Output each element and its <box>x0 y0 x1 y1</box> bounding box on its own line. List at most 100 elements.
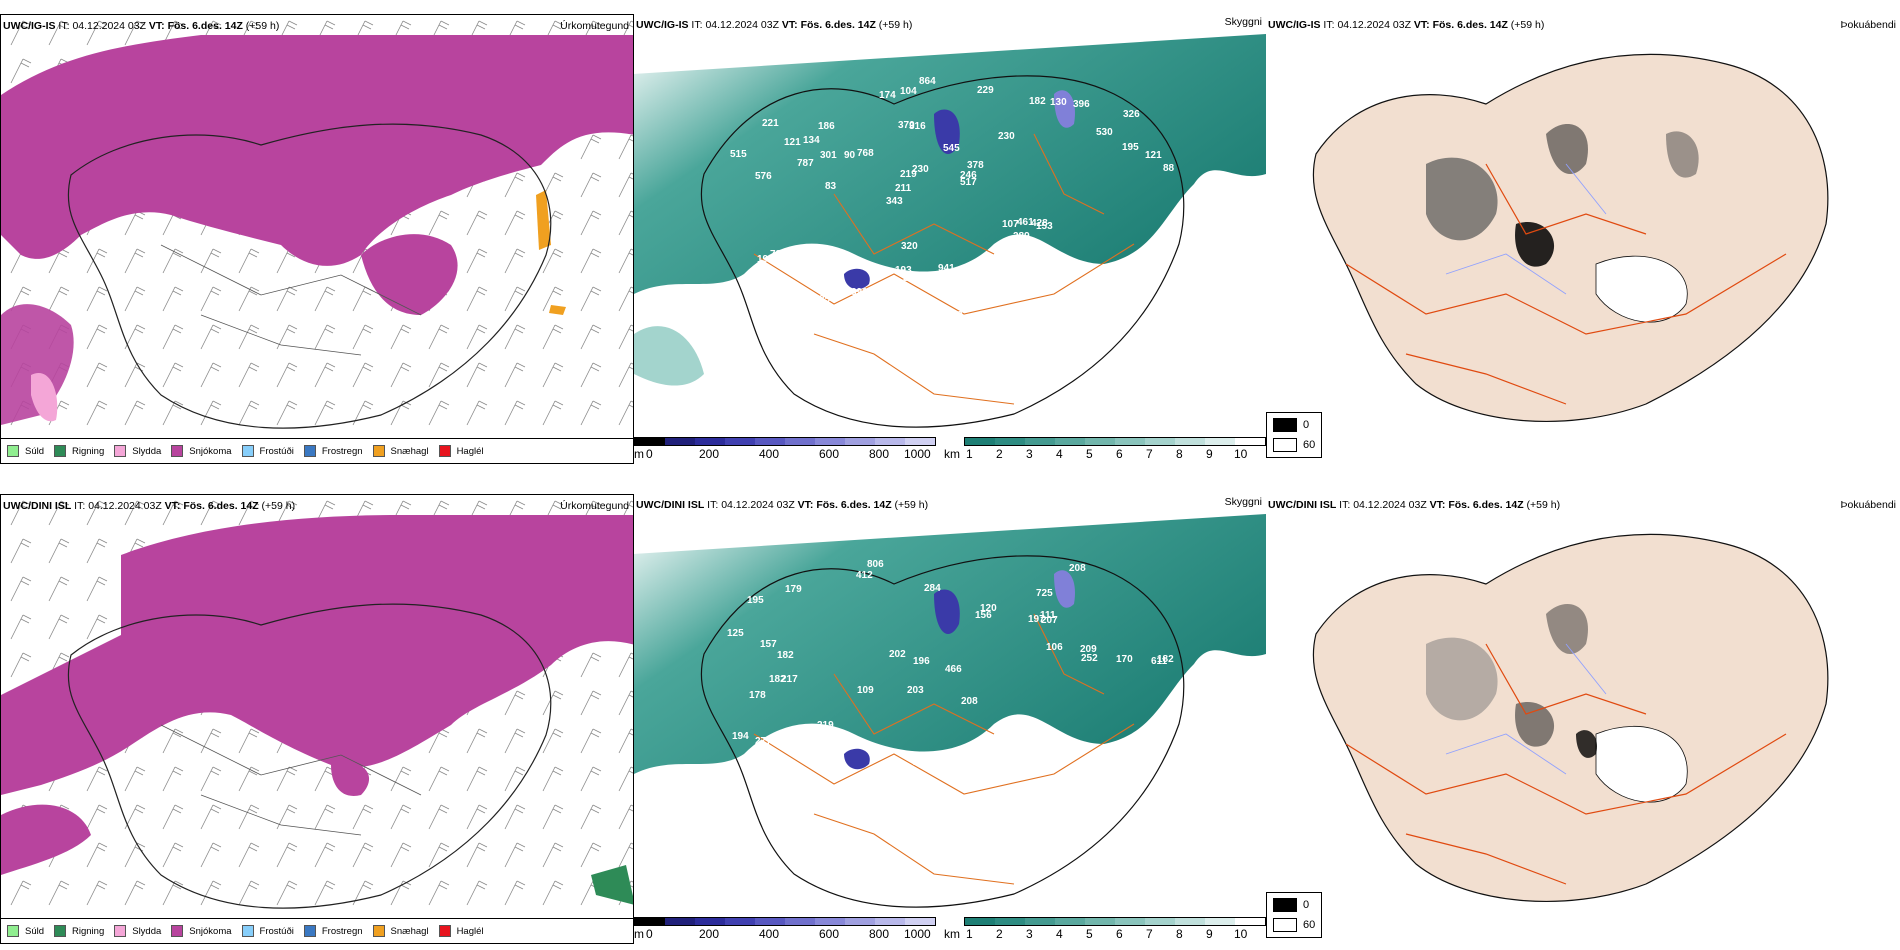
visibility-tick: 7 <box>1146 927 1153 941</box>
cloud-base-label: 230 <box>912 164 929 175</box>
cloud-base-label: 367 <box>929 783 946 794</box>
header-fog-row2: UWC/DINI ISL IT: 04.12.2024 03Z VT: Fös.… <box>1268 499 1561 511</box>
cloud-base-label: 326 <box>1123 109 1140 120</box>
cloud-base-label: 195 <box>747 595 764 606</box>
fog-map-row2 <box>1312 533 1829 903</box>
cloud-base-label: 217 <box>781 674 798 685</box>
cloud-base-label: 391 <box>851 287 868 298</box>
legend-item: Slydda <box>114 925 161 937</box>
visibility-colorbar-row1 <box>964 437 1266 446</box>
cloud-base-label: 154 <box>1004 241 1021 252</box>
cloud-base-label: 530 <box>1096 127 1113 138</box>
cloud-base-label: 660 <box>1092 755 1109 766</box>
cloud-title-row2: Skyggni <box>1224 496 1262 508</box>
legend-item: Slydda <box>114 445 161 457</box>
cloud-base-tick: 0 <box>646 927 653 941</box>
header-row1: UWC/IG-IS IT: 04.12.2024 03Z VT: Fös. 6.… <box>3 20 280 32</box>
cloud-base-label: 461 <box>1017 217 1034 228</box>
cloud-base-label: 212 <box>1009 787 1026 798</box>
visibility-tick: 8 <box>1176 447 1183 461</box>
cloud-base-tick: 400 <box>759 927 780 941</box>
cloud-base-label: 106 <box>1046 642 1063 653</box>
cloud-base-label: 182 <box>1157 654 1174 665</box>
cloud-base-tick: 1000 <box>904 927 931 941</box>
cloud-base-label: 515 <box>730 149 747 160</box>
legend-item: Frostúði <box>241 445 294 457</box>
cloud-visibility-panel-row2: 806 725 611 203 208 217 195 197 178 156 466 412 109 6… <box>634 494 1266 944</box>
cloud-base-label: 428 <box>1031 218 1048 229</box>
visibility-unit-row2: km <box>944 927 960 941</box>
cloud-base-label: 740 <box>912 757 929 768</box>
visibility-tick: 4 <box>1056 927 1063 941</box>
cloud-base-label: 197 <box>1028 614 1045 625</box>
visibility-tick: 10 <box>1234 447 1248 461</box>
fog-map-row1 <box>1312 53 1829 423</box>
header-row2: UWC/DINI ISL IT: 04.12.2024 03Z VT: Fös.… <box>3 500 296 512</box>
cloud-base-label: 193 <box>895 265 912 276</box>
visibility-tick: 2 <box>996 927 1003 941</box>
cloud-base-label: 728 <box>770 249 787 260</box>
cloud-base-tick: 800 <box>869 447 890 461</box>
legend-item: Rigning <box>54 925 104 937</box>
cloud-base-label: 203 <box>907 685 924 696</box>
cloud-base-unit-row1: m <box>634 447 644 461</box>
visibility-colorbar-row2 <box>964 917 1266 926</box>
cloud-base-label: 207 <box>1041 615 1058 626</box>
header-fog-row1: UWC/IG-IS IT: 04.12.2024 03Z VT: Fös. 6.… <box>1268 19 1545 31</box>
visibility-tick: 6 <box>1116 447 1123 461</box>
legend-swatch <box>54 445 67 457</box>
visibility-tick: 5 <box>1086 447 1093 461</box>
precip-type-panel-row1: UWC/IG-IS IT: 04.12.2024 03Z VT: Fös. 6.… <box>0 14 634 464</box>
precip-map-row2 <box>1 495 633 943</box>
legend-item: Súld <box>7 925 44 937</box>
legend-item: Frostúði <box>241 925 294 937</box>
cloud-base-label: 134 <box>803 135 820 146</box>
cloud-base-label: 289 <box>1013 231 1030 242</box>
cloud-base-label: 156 <box>975 610 992 621</box>
cloud-base-label: 83 <box>825 181 837 192</box>
cloud-base-label: 320 <box>901 241 918 252</box>
cloud-base-label: 142 <box>821 248 838 259</box>
cloud-base-tick: 800 <box>869 927 890 941</box>
legend-swatch <box>303 925 316 937</box>
cloud-base-label: 130 <box>1050 97 1067 108</box>
cloud-base-label: 208 <box>961 696 978 707</box>
cloud-base-label: 668 <box>967 794 984 805</box>
cloud-base-tick: 400 <box>759 447 780 461</box>
cloud-base-label: 316 <box>909 121 926 132</box>
cloud-base-label: 500 <box>807 276 824 287</box>
cloud-base-label: 182 <box>1029 96 1046 107</box>
cloud-base-label: 109 <box>857 685 874 696</box>
legend-swatch <box>438 925 451 937</box>
cloud-base-label: 121 <box>1145 150 1162 161</box>
cloud-map-row2: 806 725 611 203 208 217 195 197 178 156 466 412 109 6… <box>634 514 1266 908</box>
cloud-base-label: 725 <box>1036 588 1053 599</box>
legend-swatch <box>114 445 127 457</box>
cloud-base-label: 202 <box>889 649 906 660</box>
cloud-base-label: 611 <box>1151 656 1168 667</box>
cloud-base-label: 311 <box>1085 759 1102 770</box>
fog-title-row2: Þokuábendi <box>1840 499 1896 511</box>
legend-item: Snjókoma <box>171 925 232 937</box>
legend-swatch <box>372 445 385 457</box>
cloud-base-label: 170 <box>1116 654 1133 665</box>
legend-swatch <box>7 925 19 937</box>
visibility-tick: 3 <box>1026 927 1033 941</box>
cloud-base-label: 545 <box>943 143 960 154</box>
visibility-unit-row1: km <box>944 447 960 461</box>
cloud-base-label: 787 <box>797 158 814 169</box>
cloud-base-label: 221 <box>762 118 779 129</box>
cloud-base-label: 230 <box>998 131 1015 142</box>
fog-tick: 0 <box>1303 419 1310 431</box>
cloud-base-label: 120 <box>980 603 997 614</box>
fog-panel-row2: UWC/DINI ISL IT: 04.12.2024 03Z VT: Fös.… <box>1266 494 1900 944</box>
visibility-tick: 2 <box>996 447 1003 461</box>
visibility-tick: 1 <box>966 927 973 941</box>
cloud-base-label: 208 <box>1069 563 1086 574</box>
legend-item: Haglél <box>438 445 484 457</box>
legend-swatch <box>372 925 385 937</box>
cloud-base-label: 90 <box>844 150 856 161</box>
cloud-base-label: 104 <box>900 86 917 97</box>
cloud-base-colorbar-row2 <box>634 917 936 926</box>
fog-tick: 0 <box>1303 899 1310 911</box>
